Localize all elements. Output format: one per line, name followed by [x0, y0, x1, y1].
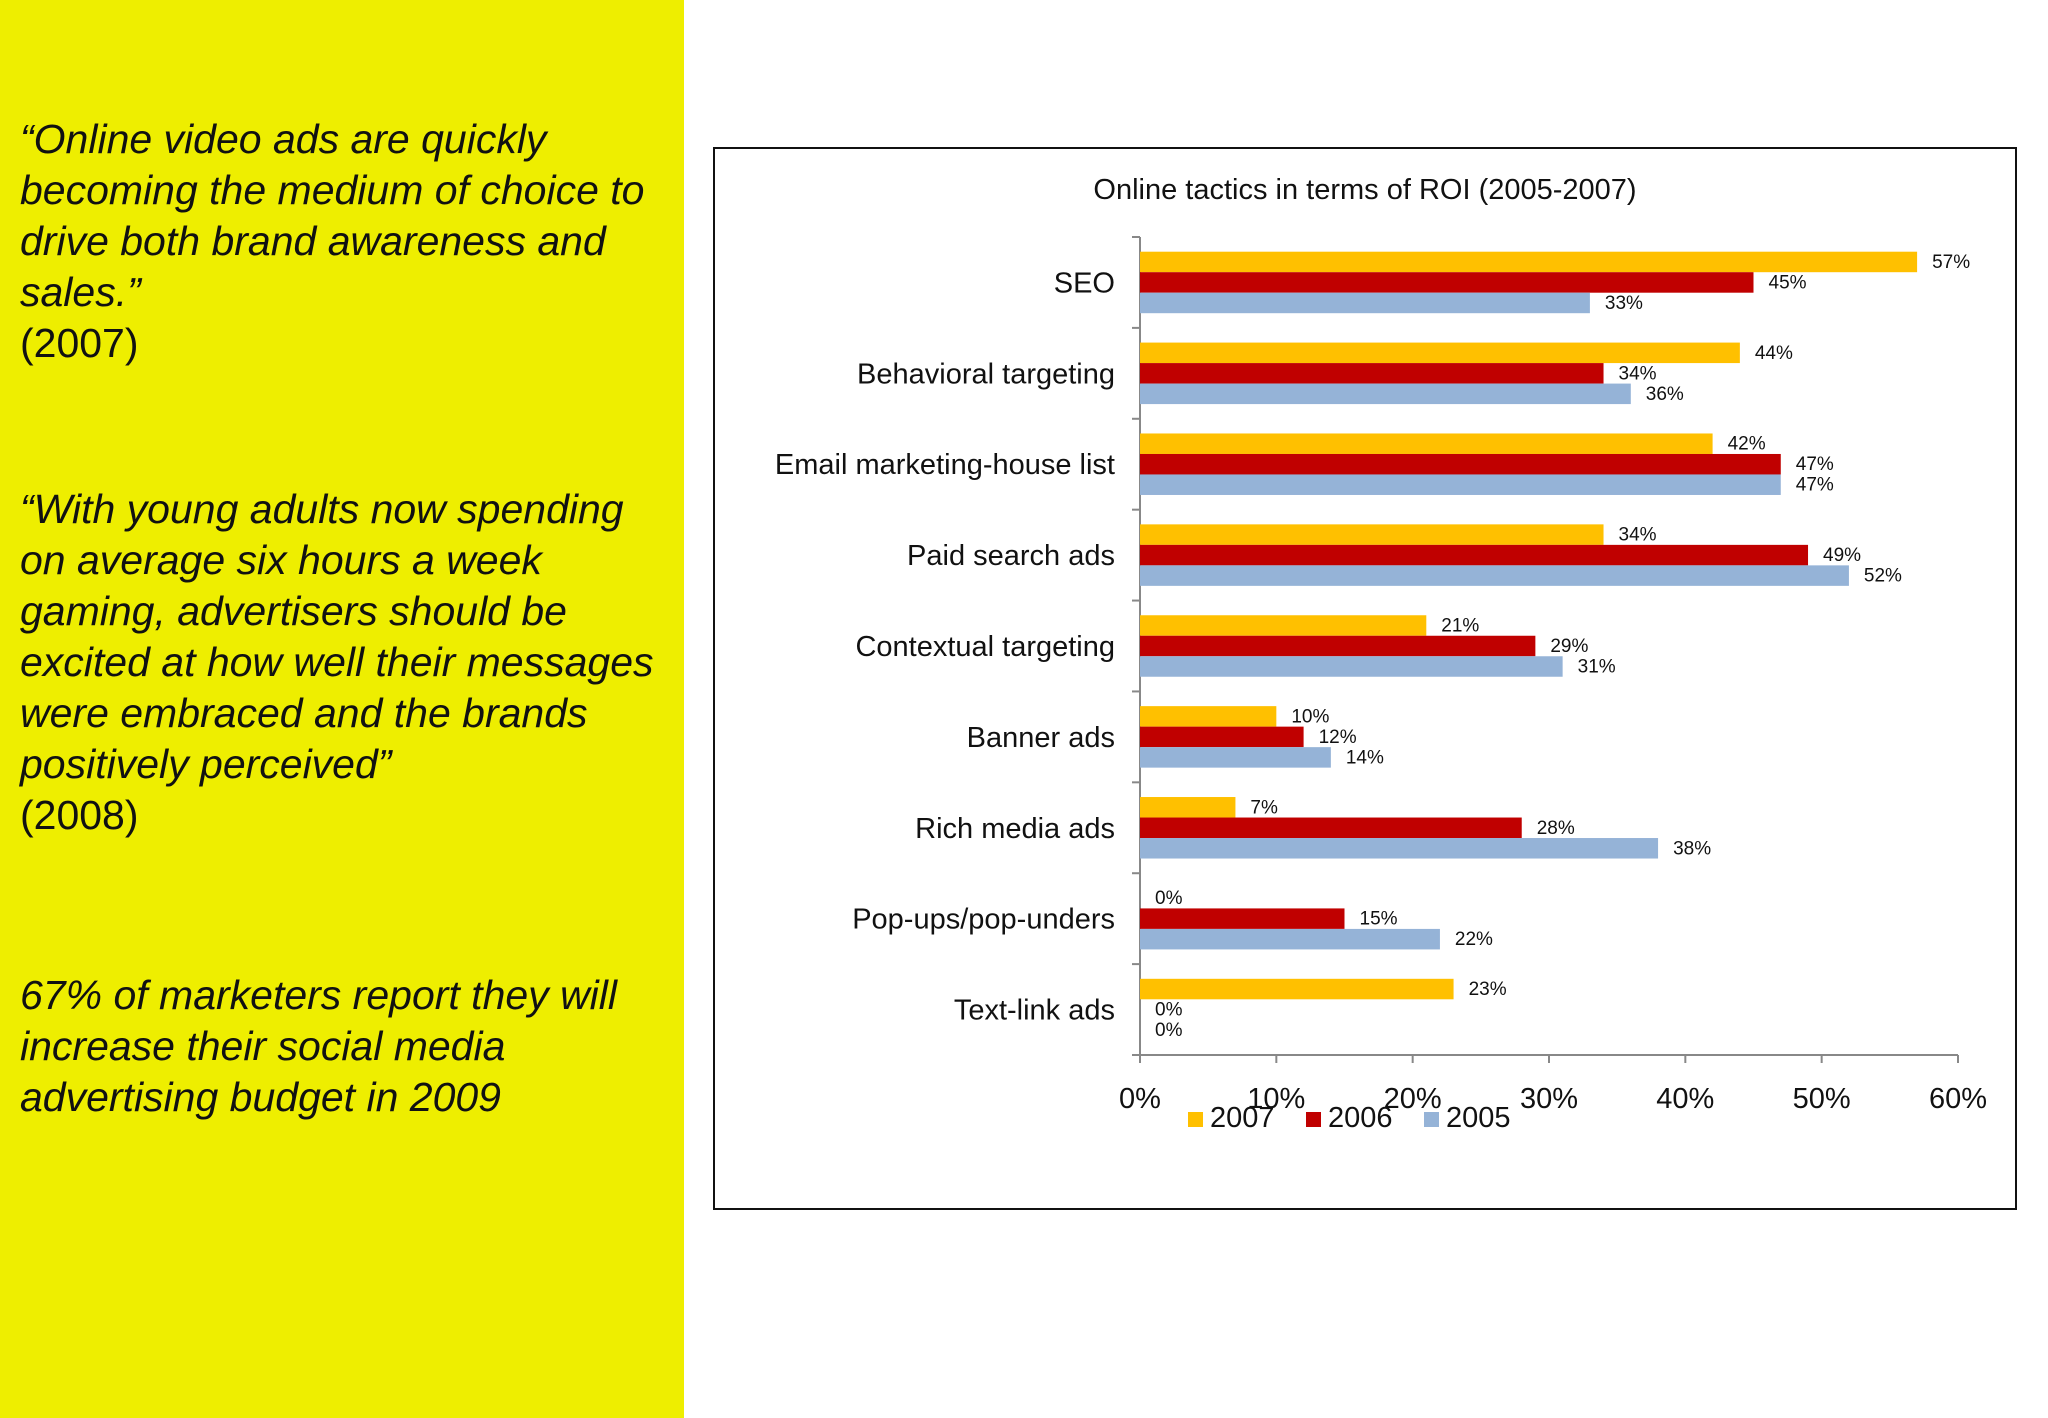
category-label: Banner ads	[967, 722, 1115, 754]
bar-2007	[1140, 342, 1740, 364]
data-label-2005: 22%	[1455, 929, 1493, 950]
data-label-2007: 44%	[1755, 343, 1793, 364]
category-label: Rich media ads	[915, 813, 1115, 845]
data-label-2007: 42%	[1728, 434, 1766, 455]
data-label-2006: 28%	[1537, 818, 1575, 839]
data-label-2005: 14%	[1346, 747, 1384, 768]
plot-area: 0% 10% 20% 30% 40% 50% 60% SEO 57% 45% 33% Behavior…	[775, 236, 1987, 1115]
legend-label-2007: 2007	[1210, 1102, 1275, 1134]
quote-year: (2007)	[20, 320, 139, 366]
bar-2005	[1140, 565, 1849, 586]
data-label-2005: 31%	[1578, 657, 1616, 678]
bar-2007	[1140, 251, 1918, 273]
data-label-2005: 36%	[1646, 384, 1684, 405]
x-tick-label: 30%	[1520, 1083, 1578, 1115]
chart-frame: Online tactics in terms of ROI (2005-200…	[713, 147, 2017, 1210]
category-label: Contextual targeting	[855, 631, 1115, 663]
quote-text: 67% of marketers report they will increa…	[20, 972, 618, 1120]
data-label-2006: 15%	[1360, 909, 1398, 930]
data-label-2006: 45%	[1769, 272, 1807, 293]
bar-2006	[1140, 544, 1809, 566]
bar-2006	[1140, 453, 1781, 475]
bar-2005	[1140, 292, 1590, 314]
data-label-2005: 33%	[1605, 293, 1643, 314]
legend-swatch-2006	[1306, 1112, 1321, 1127]
data-label-2006: 47%	[1796, 454, 1834, 475]
quote-social-media: 67% of marketers report they will increa…	[20, 970, 675, 1123]
data-label-2006: 0%	[1155, 1000, 1183, 1021]
quote-gaming: “With young adults now spending on avera…	[20, 484, 675, 841]
bar-2007	[1140, 978, 1454, 1000]
x-tick-label: 0%	[1119, 1083, 1161, 1115]
bar-2005	[1140, 747, 1331, 768]
bar-2006	[1140, 363, 1604, 384]
quote-panel: “Online video ads are quickly becoming t…	[0, 0, 684, 1418]
bar-2005	[1140, 474, 1781, 495]
category-label: SEO	[1054, 267, 1115, 299]
data-label-2007: 21%	[1441, 616, 1479, 637]
legend-swatch-2007	[1188, 1112, 1203, 1127]
chart-legend: 2007 2006 2005	[1188, 1102, 1511, 1134]
bar-2007	[1140, 797, 1236, 818]
data-label-2006: 29%	[1550, 636, 1588, 657]
bar-2006	[1140, 272, 1754, 293]
data-label-2005: 38%	[1673, 838, 1711, 859]
data-label-2006: 34%	[1619, 363, 1657, 384]
quote-text: “Online video ads are quickly becoming t…	[20, 116, 645, 315]
bar-2005	[1140, 656, 1563, 677]
chart-title: Online tactics in terms of ROI (2005-200…	[1093, 174, 1636, 206]
category-label: Paid search ads	[907, 540, 1115, 572]
x-tick-label: 20%	[1384, 1083, 1442, 1115]
data-label-2007: 0%	[1155, 888, 1183, 909]
data-label-2005: 47%	[1796, 475, 1834, 496]
category-label: Behavioral targeting	[857, 358, 1115, 390]
bar-2007	[1140, 706, 1277, 727]
bar-2006	[1140, 908, 1345, 929]
x-tick-label: 60%	[1929, 1083, 1987, 1115]
x-tick-label: 10%	[1247, 1083, 1305, 1115]
bar-2005	[1140, 928, 1440, 950]
bar-2007	[1140, 615, 1427, 636]
data-label-2007: 57%	[1932, 252, 1970, 273]
legend-label-2006: 2006	[1328, 1102, 1393, 1134]
data-label-2007: 10%	[1291, 706, 1329, 727]
data-label-2005: 0%	[1155, 1020, 1183, 1041]
legend-label-2005: 2005	[1446, 1102, 1511, 1134]
x-tick-label: 50%	[1793, 1083, 1851, 1115]
data-label-2006: 49%	[1823, 545, 1861, 566]
bar-2007	[1140, 524, 1604, 545]
data-label-2007: 34%	[1619, 525, 1657, 546]
data-label-2005: 52%	[1864, 566, 1902, 587]
category-label: Pop-ups/pop-unders	[852, 904, 1115, 936]
data-label-2006: 12%	[1319, 727, 1357, 748]
roi-bar-chart: Online tactics in terms of ROI (2005-200…	[775, 174, 1987, 1134]
bar-2006	[1140, 635, 1536, 657]
bar-2006	[1140, 726, 1304, 748]
bar-2006	[1140, 817, 1522, 839]
quote-text: “With young adults now spending on avera…	[20, 486, 654, 787]
quote-video-ads: “Online video ads are quickly becoming t…	[20, 114, 675, 369]
data-label-2007: 23%	[1469, 979, 1507, 1000]
legend-swatch-2005	[1424, 1112, 1439, 1127]
category-label: Email marketing-house list	[775, 449, 1115, 481]
bar-2005	[1140, 383, 1631, 405]
bar-2007	[1140, 433, 1713, 454]
x-tick-label: 40%	[1656, 1083, 1714, 1115]
data-label-2007: 7%	[1250, 797, 1278, 818]
quote-year: (2008)	[20, 792, 139, 838]
category-label: Text-link ads	[954, 995, 1115, 1027]
bar-2005	[1140, 838, 1659, 859]
